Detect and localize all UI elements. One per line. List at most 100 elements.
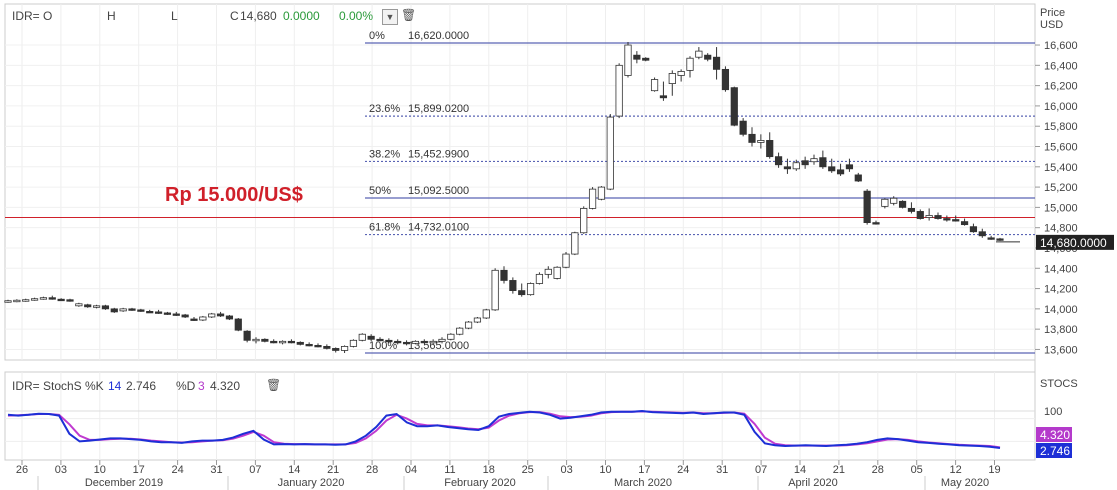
stoch-d-value: 4.320 (210, 379, 241, 393)
candle-body (580, 208, 588, 234)
candle-body (66, 299, 74, 302)
candle-body (721, 68, 730, 91)
y-tick-label: 13,800 (1044, 324, 1078, 336)
y-tick-label: 13,600 (1044, 344, 1078, 356)
candle-body (544, 268, 552, 275)
candle-body (766, 140, 774, 158)
chevron-down-icon[interactable]: ▼ (382, 9, 398, 25)
x-tick-label: 07 (755, 464, 767, 476)
stoch-axis-title: STOCS (1040, 378, 1078, 390)
price-axis-title-text: Price (1040, 7, 1066, 19)
candle-body (872, 222, 880, 225)
stoch-k-label: %K (85, 379, 104, 393)
stoch-d-badge-value: 4.320 (1040, 428, 1070, 442)
candle-body (633, 54, 641, 60)
candle-body (243, 330, 251, 341)
candle-body (464, 321, 473, 329)
x-tick-label: 24 (171, 464, 183, 476)
candle-body (881, 198, 889, 207)
candle-body (92, 305, 101, 308)
candle-body (535, 273, 544, 284)
fib-value: 14,732.0100 (408, 222, 469, 234)
x-tick-label: 03 (560, 464, 572, 476)
candle-body (854, 174, 862, 182)
candle-body (30, 298, 39, 301)
x-tick-label: 14 (794, 464, 806, 476)
candle-body (969, 226, 978, 233)
fib-label: 38.2% (369, 148, 400, 160)
candle-body (615, 64, 623, 117)
candle-body (270, 340, 278, 344)
x-tick-label: 07 (249, 464, 261, 476)
candle-body (199, 316, 207, 321)
candle-body (695, 50, 703, 58)
candle-body (367, 335, 375, 340)
candle-body (828, 166, 836, 172)
candle-body (704, 54, 712, 60)
high-label: H (107, 9, 116, 23)
candle-body (571, 232, 579, 255)
candle-body (907, 208, 916, 212)
candle-body (39, 297, 48, 300)
candle-body (934, 215, 942, 219)
change-value: 0.0000 (283, 9, 320, 23)
candle-body (296, 341, 304, 345)
candle-body (712, 56, 721, 70)
y-tick-label: 15,200 (1044, 182, 1078, 194)
candle-body (84, 304, 92, 308)
x-tick-label: 25 (522, 464, 534, 476)
x-tick-label: 10 (599, 464, 611, 476)
y-tick-label: 14,000 (1044, 304, 1078, 316)
candle-body (225, 315, 234, 320)
trash-icon[interactable]: 🗑 (401, 8, 417, 22)
x-month-label: May 2020 (941, 477, 989, 489)
x-month-label: March 2020 (614, 477, 672, 489)
stoch-trash-icon[interactable]: 🗑 (266, 378, 282, 392)
fib-value: 15,452.9900 (408, 148, 469, 160)
candle-body (48, 297, 56, 300)
candle-body (110, 308, 118, 313)
x-tick-label: 26 (16, 464, 28, 476)
candle-body (358, 333, 366, 341)
candle-body (305, 343, 313, 347)
x-tick-label: 18 (483, 464, 495, 476)
candle-body (172, 313, 180, 316)
stoch-name: StochS (43, 379, 82, 393)
candle-body (996, 238, 1004, 241)
y-tick-label: 15,800 (1044, 121, 1078, 133)
candle-body (960, 221, 969, 226)
candle-body (739, 120, 747, 135)
candle-body (411, 340, 420, 344)
candle-body (801, 160, 809, 166)
stoch-k-badge (1036, 443, 1072, 458)
candle-body (420, 340, 428, 344)
candle-body (429, 340, 437, 344)
stoch-d-badge (1036, 427, 1072, 442)
x-month-label: February 2020 (444, 477, 516, 489)
candle-body (491, 269, 499, 311)
y-tick-label: 15,000 (1044, 202, 1078, 214)
candle-body (659, 95, 668, 99)
y-tick-label: 15,600 (1044, 142, 1078, 154)
fib-value: 15,899.0200 (408, 103, 469, 115)
candle-body (190, 318, 198, 321)
candle-body (13, 299, 21, 303)
candle-body (314, 344, 322, 348)
y-tick-label: 16,400 (1044, 60, 1078, 72)
x-tick-label: 14 (288, 464, 300, 476)
candle-body (898, 200, 907, 208)
candle-body (518, 290, 526, 296)
candle-body (216, 313, 225, 317)
candle-body (119, 308, 127, 312)
close-value: 14,680 (240, 9, 277, 23)
candle-body (863, 190, 871, 224)
candle-body (101, 305, 110, 310)
y-tick-label: 14,400 (1044, 263, 1078, 275)
candle-body (562, 253, 570, 268)
candle-body (385, 339, 393, 343)
candle-body (22, 299, 30, 302)
candle-body (4, 300, 12, 303)
candle-body (588, 188, 597, 209)
x-tick-label: 28 (872, 464, 884, 476)
